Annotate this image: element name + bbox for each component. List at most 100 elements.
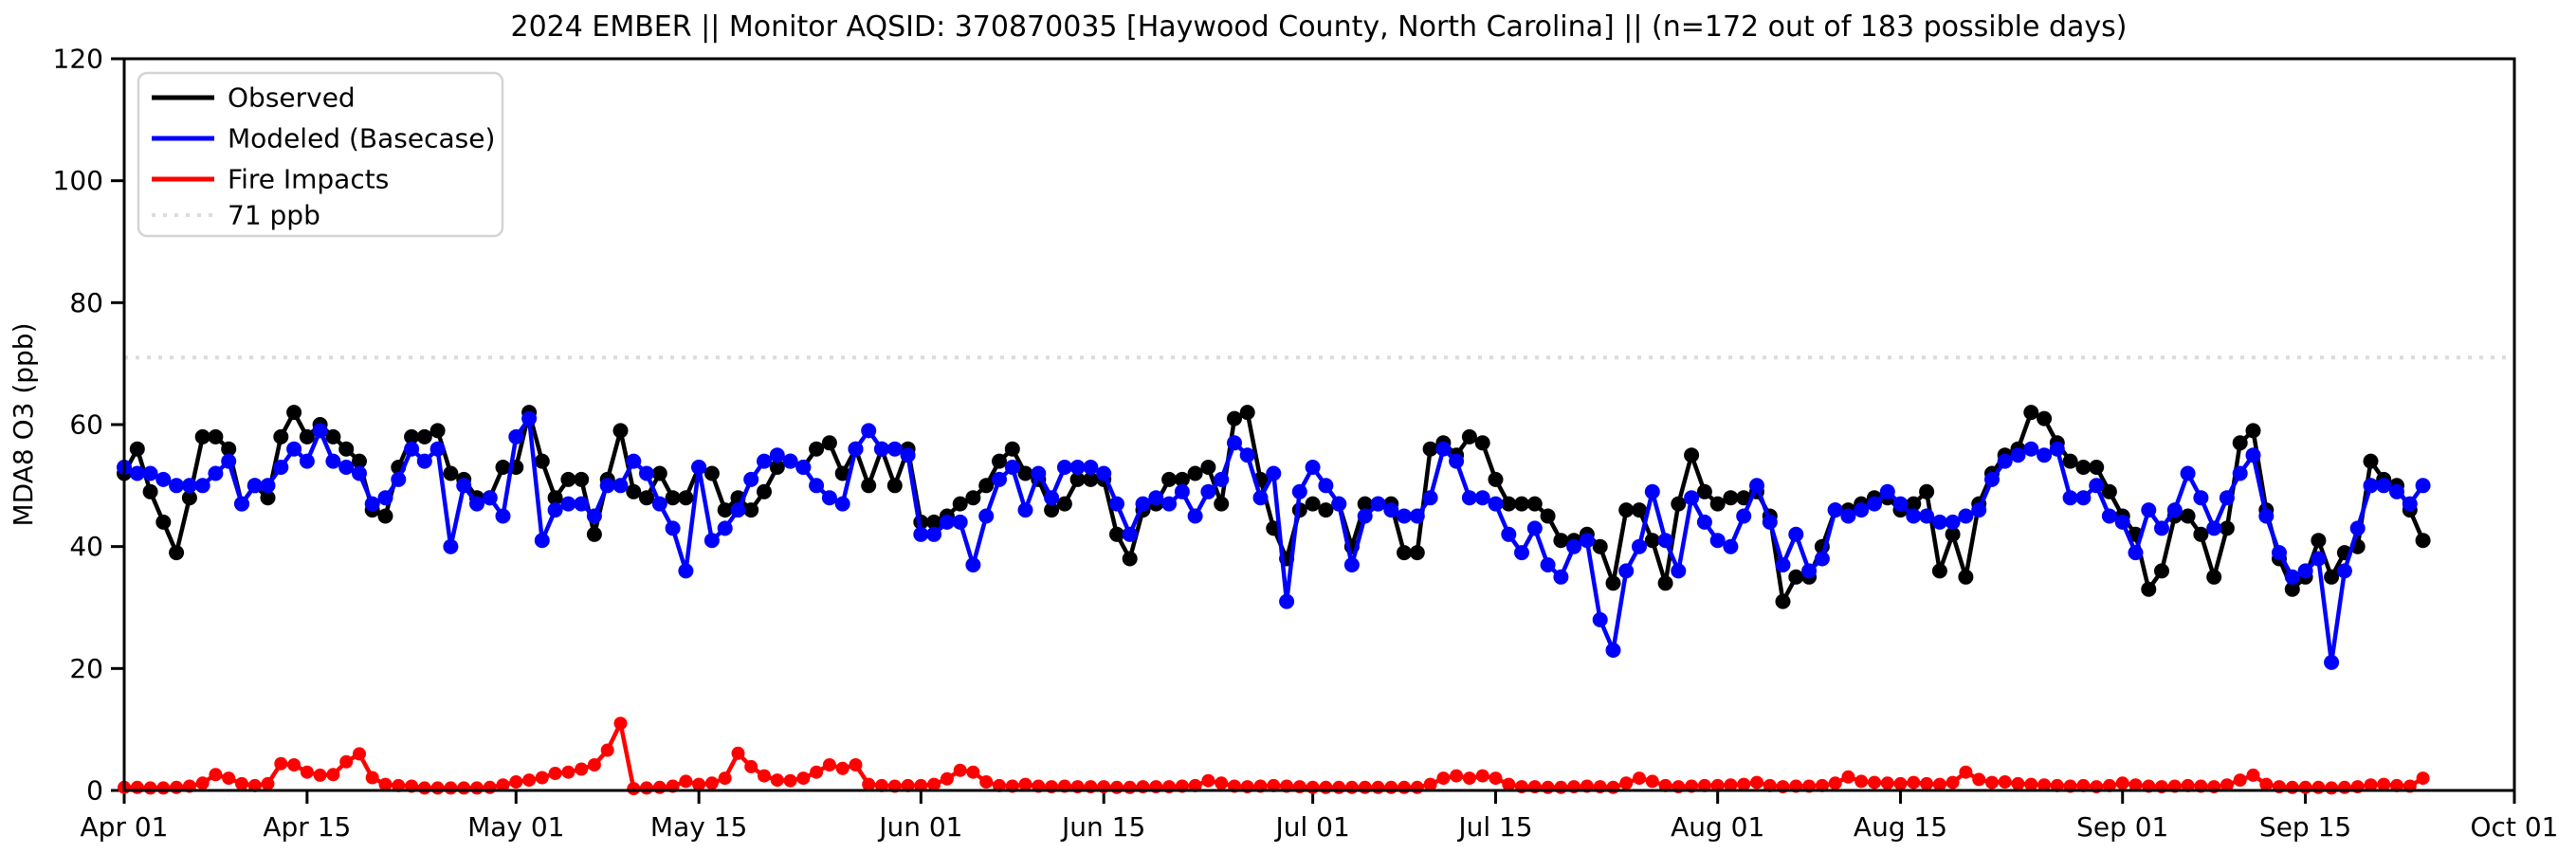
- data-point-marker: [2233, 773, 2247, 788]
- data-point-marker: [1959, 765, 1973, 779]
- data-point-marker: [326, 768, 340, 782]
- data-point-marker: [1684, 490, 1700, 506]
- data-point-marker: [1161, 496, 1178, 512]
- data-point-marker: [2219, 520, 2235, 536]
- data-point-marker: [286, 405, 302, 421]
- data-point-marker: [1267, 778, 1281, 792]
- data-point-marker: [2349, 520, 2366, 536]
- x-tick-label: Jun 01: [877, 811, 962, 843]
- data-point-marker: [1501, 496, 1517, 512]
- data-point-marker: [416, 453, 432, 469]
- data-point-marker: [886, 441, 903, 457]
- data-point-marker: [2181, 778, 2195, 792]
- data-point-marker: [325, 453, 341, 469]
- data-point-marker: [2325, 781, 2339, 795]
- plot-border: [122, 57, 2516, 792]
- data-point-marker: [2114, 514, 2130, 530]
- data-point-marker: [339, 754, 354, 769]
- data-point-marker: [1174, 483, 1190, 499]
- data-point-marker: [2089, 460, 2105, 475]
- data-point-marker: [678, 490, 694, 506]
- data-point-marker: [1422, 441, 1438, 457]
- data-point-marker: [483, 780, 497, 794]
- data-point-marker: [1723, 490, 1739, 506]
- data-point-marker: [1083, 471, 1099, 487]
- data-point-marker: [509, 775, 523, 789]
- data-point-marker: [209, 768, 223, 782]
- data-point-marker: [2193, 526, 2209, 542]
- data-point-marker: [1985, 775, 1999, 789]
- data-point-marker: [626, 483, 642, 499]
- data-point-marker: [1370, 496, 1386, 512]
- data-point-marker: [1868, 775, 1881, 789]
- data-point-marker: [849, 758, 863, 771]
- data-point-marker: [1841, 770, 1855, 784]
- data-point-marker: [273, 460, 289, 475]
- y-tick-label: 40: [69, 531, 103, 562]
- data-point-marker: [1474, 435, 1490, 451]
- data-point-marker: [1696, 514, 1712, 530]
- data-point-marker: [1018, 777, 1032, 791]
- data-point-marker: [992, 453, 1007, 469]
- data-point-marker: [417, 781, 431, 795]
- data-point-marker: [2011, 776, 2025, 790]
- data-point-marker: [1671, 563, 1687, 579]
- data-point-marker: [548, 767, 562, 780]
- data-point-marker: [1696, 483, 1712, 499]
- data-point-marker: [1540, 557, 1556, 572]
- data-point-marker: [1435, 441, 1452, 457]
- data-point-marker: [261, 776, 275, 790]
- data-point-marker: [169, 478, 185, 494]
- data-point-marker: [1291, 483, 1307, 499]
- data-point-marker: [1931, 563, 1947, 579]
- data-point-marker: [743, 471, 759, 487]
- data-point-marker: [1109, 526, 1124, 542]
- data-point-marker: [1763, 778, 1777, 792]
- data-point-marker: [1606, 780, 1620, 794]
- data-point-marker: [2284, 581, 2300, 597]
- data-point-marker: [287, 758, 301, 771]
- data-point-marker: [2010, 447, 2026, 463]
- data-point-marker: [914, 778, 928, 792]
- data-point-marker: [2245, 423, 2261, 439]
- data-point-marker: [429, 423, 446, 439]
- data-point-marker: [2259, 777, 2274, 791]
- data-point-marker: [1919, 508, 1935, 524]
- data-point-marker: [1214, 496, 1230, 512]
- data-point-marker: [678, 563, 694, 579]
- data-point-marker: [834, 465, 850, 481]
- data-point-marker: [1775, 557, 1791, 572]
- data-point-marker: [1526, 520, 1543, 536]
- data-point-marker: [926, 514, 942, 530]
- data-point-marker: [129, 465, 145, 481]
- x-tick-label: Sep 15: [2259, 811, 2351, 843]
- data-point-marker: [2246, 768, 2260, 782]
- data-point-marker: [156, 781, 171, 795]
- data-point-marker: [652, 780, 667, 794]
- data-point-marker: [222, 771, 236, 786]
- data-point-marker: [1592, 611, 1608, 627]
- data-point-marker: [1331, 496, 1347, 512]
- data-point-marker: [1619, 776, 1634, 790]
- data-point-marker: [2024, 777, 2038, 791]
- y-tick-label: 120: [53, 44, 103, 75]
- data-point-marker: [1945, 514, 1961, 530]
- data-point-marker: [992, 471, 1007, 487]
- data-point-marker: [1110, 780, 1124, 794]
- data-point-marker: [300, 765, 314, 779]
- data-point-marker: [1723, 538, 1739, 554]
- data-point-marker: [1526, 496, 1543, 512]
- data-point-marker: [429, 441, 446, 457]
- data-point-marker: [2180, 465, 2196, 481]
- data-point-marker: [534, 453, 550, 469]
- data-point-marker: [651, 496, 667, 512]
- data-point-marker: [835, 761, 850, 775]
- data-point-marker: [1906, 508, 1922, 524]
- data-point-marker: [1633, 771, 1646, 786]
- data-point-marker: [299, 453, 315, 469]
- data-point-marker: [470, 781, 484, 795]
- data-point-marker: [939, 514, 955, 530]
- data-point-marker: [1384, 780, 1398, 794]
- data-point-marker: [2101, 508, 2117, 524]
- data-point-marker: [352, 465, 367, 481]
